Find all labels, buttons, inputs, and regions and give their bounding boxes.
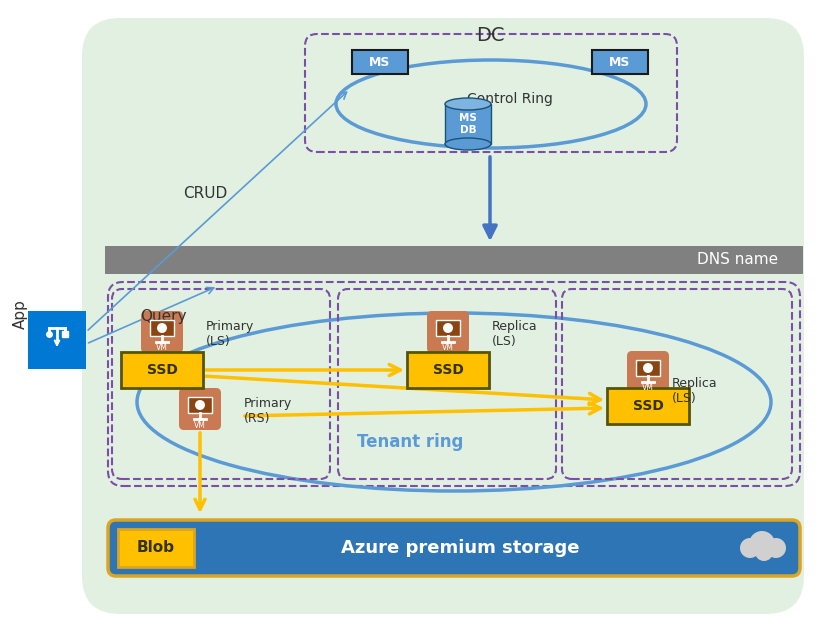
FancyBboxPatch shape (179, 388, 221, 430)
Text: MS: MS (609, 56, 631, 68)
Bar (188, 397, 212, 413)
Ellipse shape (445, 138, 491, 150)
Text: DC: DC (476, 26, 505, 45)
Text: SSD: SSD (147, 363, 178, 377)
Text: VM: VM (642, 384, 654, 392)
Text: App: App (12, 299, 27, 329)
Ellipse shape (766, 538, 786, 558)
Text: Primary
(RS): Primary (RS) (244, 397, 292, 425)
Text: VM: VM (442, 344, 454, 353)
Text: Query: Query (140, 309, 187, 323)
Text: CRUD: CRUD (183, 186, 227, 202)
Text: Azure premium storage: Azure premium storage (341, 539, 579, 557)
Text: Blob: Blob (137, 541, 175, 555)
Bar (352, 50, 408, 74)
Ellipse shape (443, 323, 453, 333)
Bar (436, 320, 460, 336)
Text: Control Ring: Control Ring (467, 92, 553, 106)
Bar (407, 352, 489, 388)
Ellipse shape (195, 400, 205, 410)
Text: VM: VM (156, 344, 168, 353)
Bar (118, 529, 194, 567)
Ellipse shape (445, 98, 491, 110)
Text: Replica
(LS): Replica (LS) (492, 320, 538, 348)
Text: MS
DB: MS DB (459, 113, 477, 135)
Bar (150, 320, 174, 336)
FancyBboxPatch shape (82, 18, 804, 614)
FancyBboxPatch shape (627, 351, 669, 393)
Bar (121, 352, 203, 388)
Text: Tenant ring: Tenant ring (357, 433, 463, 451)
Text: Primary
(LS): Primary (LS) (206, 320, 254, 348)
Text: DNS name: DNS name (697, 252, 778, 268)
Bar (636, 360, 660, 376)
Bar (445, 104, 491, 144)
Text: SSD: SSD (632, 399, 663, 413)
FancyBboxPatch shape (141, 311, 183, 353)
Ellipse shape (749, 531, 775, 557)
Ellipse shape (740, 538, 760, 558)
FancyBboxPatch shape (427, 311, 469, 353)
Ellipse shape (157, 323, 167, 333)
Text: Replica
(LS): Replica (LS) (672, 377, 718, 405)
Bar (28, 311, 86, 369)
Ellipse shape (643, 363, 653, 373)
Bar (607, 388, 689, 424)
Text: MS: MS (369, 56, 391, 68)
Text: VM: VM (194, 420, 206, 429)
Ellipse shape (755, 543, 773, 561)
FancyBboxPatch shape (108, 520, 800, 576)
Bar (105, 246, 803, 274)
Bar (592, 50, 648, 74)
Text: SSD: SSD (432, 363, 463, 377)
